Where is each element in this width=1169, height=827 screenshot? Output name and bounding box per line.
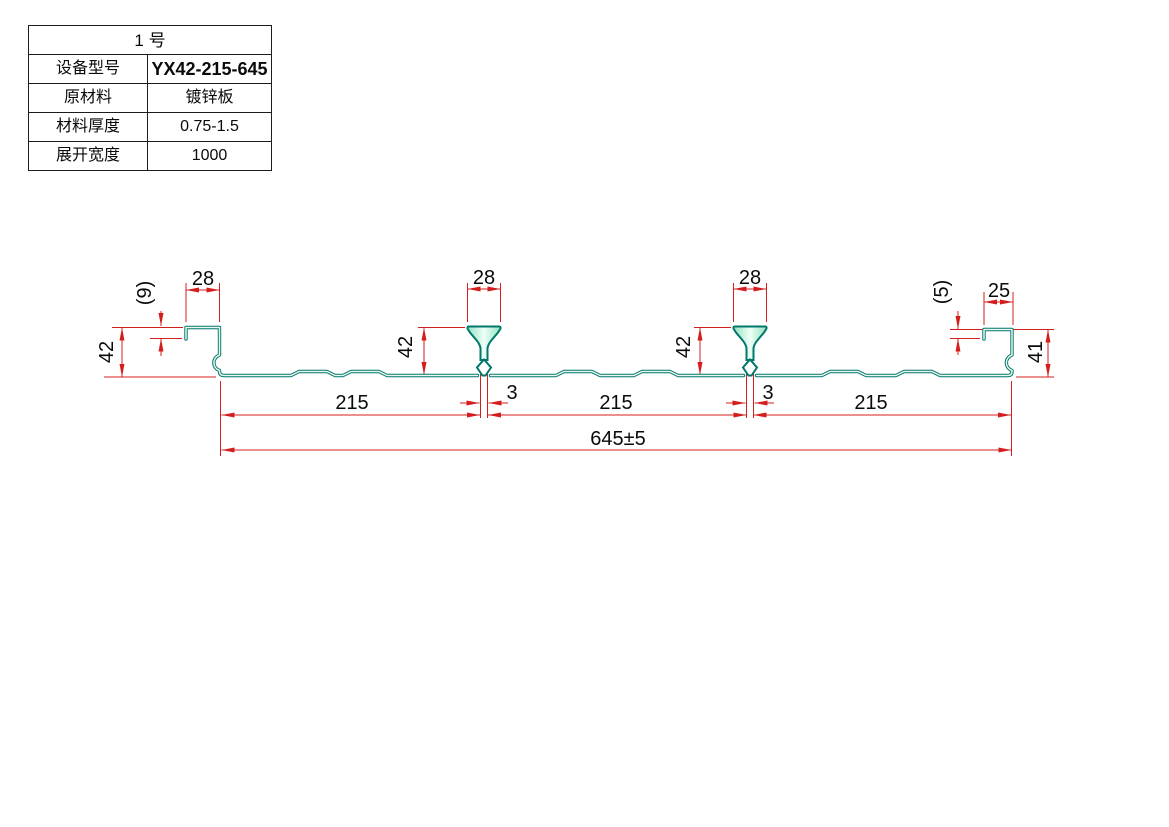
- spec-table: 1 号 设备型号 YX42-215-645 原材料 镀锌板 材料厚度 0.75-…: [28, 25, 272, 171]
- rib-1: [466, 325, 502, 377]
- dim-right-height: 41: [1025, 341, 1047, 363]
- dim-rib2-base-gap: 3: [762, 382, 773, 404]
- rib-diamond: [475, 357, 493, 377]
- table-row-label: 原材料: [29, 83, 148, 112]
- rib-funnel: [732, 325, 768, 361]
- dim-left-flange: 28: [192, 268, 214, 290]
- table-row-label: 设备型号: [29, 54, 148, 83]
- table-row-label: 材料厚度: [29, 112, 148, 141]
- dim-rib1-top: 28: [473, 267, 495, 289]
- dim-rib1-base-gap: 3: [506, 382, 517, 404]
- rib-funnel: [466, 325, 502, 361]
- table-row-value-model: YX42-215-645: [148, 54, 271, 83]
- dim-span1: 215: [335, 392, 368, 414]
- profile-outline: [184, 325, 1014, 378]
- dim-right-lip: (5): [931, 280, 953, 304]
- dim-span2: 215: [599, 392, 632, 414]
- table-row-value: 0.75-1.5: [148, 112, 271, 141]
- dim-rib2-top: 28: [739, 267, 761, 289]
- dim-span3: 215: [854, 392, 887, 414]
- dimension-lines: [119, 286, 1051, 453]
- dim-left-lip: (9): [134, 281, 156, 305]
- extension-lines: [104, 283, 1054, 456]
- table-row-value: 镀锌板: [148, 83, 271, 112]
- dim-rib1-height: 42: [395, 336, 417, 358]
- dim-left-height: 42: [96, 341, 118, 363]
- table-row-value: 1000: [148, 141, 271, 170]
- dim-rib2-height: 42: [673, 336, 695, 358]
- rib-2: [732, 325, 768, 377]
- dim-right-flange: 25: [988, 280, 1010, 302]
- table-row-label: 展开宽度: [29, 141, 148, 170]
- dim-overall-width: 645±5: [590, 428, 645, 450]
- rib-diamond: [741, 357, 759, 377]
- table-title: 1 号: [134, 30, 166, 50]
